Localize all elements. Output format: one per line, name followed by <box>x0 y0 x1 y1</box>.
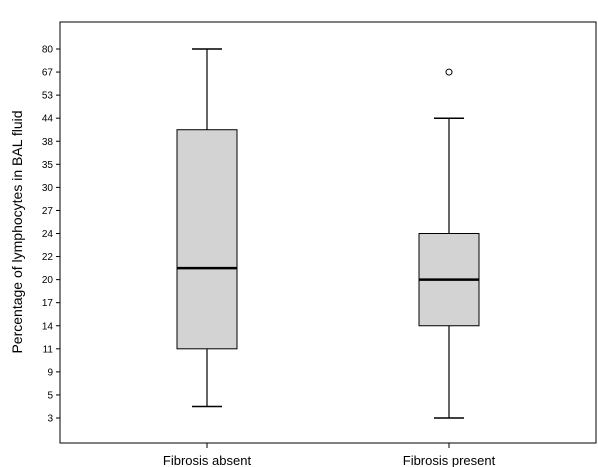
y-tick-label: 80 <box>42 45 54 56</box>
box-1 <box>176 48 238 408</box>
y-tick-label: 35 <box>42 160 54 171</box>
y-tick-label: 38 <box>42 137 54 148</box>
x-category-label: Fibrosis present <box>403 453 496 467</box>
y-tick-label: 20 <box>42 275 54 286</box>
iqr-box <box>176 129 238 350</box>
x-axis-categories: Fibrosis absent Fibrosis present <box>163 443 496 467</box>
y-tick-label: 14 <box>42 321 54 332</box>
y-tick-label: 5 <box>47 390 53 401</box>
y-tick-label: 11 <box>43 344 54 355</box>
y-tick-label: 24 <box>42 229 54 240</box>
y-tick-label: 30 <box>42 183 54 194</box>
y-tick-label: 53 <box>42 91 54 102</box>
y-tick-label: 17 <box>42 298 54 309</box>
plot-frame <box>59 21 597 444</box>
y-tick-label: 3 <box>47 414 53 425</box>
y-axis-title: Percentage of lymphocytes in BAL fluid <box>9 110 25 353</box>
boxes <box>176 48 480 419</box>
y-tick-label: 9 <box>47 367 53 378</box>
y-tick-label: 44 <box>42 114 54 125</box>
y-tick-label: 27 <box>42 206 54 217</box>
x-category-label: Fibrosis absent <box>163 453 252 467</box>
outlier-point <box>445 68 453 76</box>
y-tick-label: 22 <box>42 252 54 263</box>
y-tick-label: 67 <box>42 68 54 79</box>
box-2 <box>418 68 480 419</box>
